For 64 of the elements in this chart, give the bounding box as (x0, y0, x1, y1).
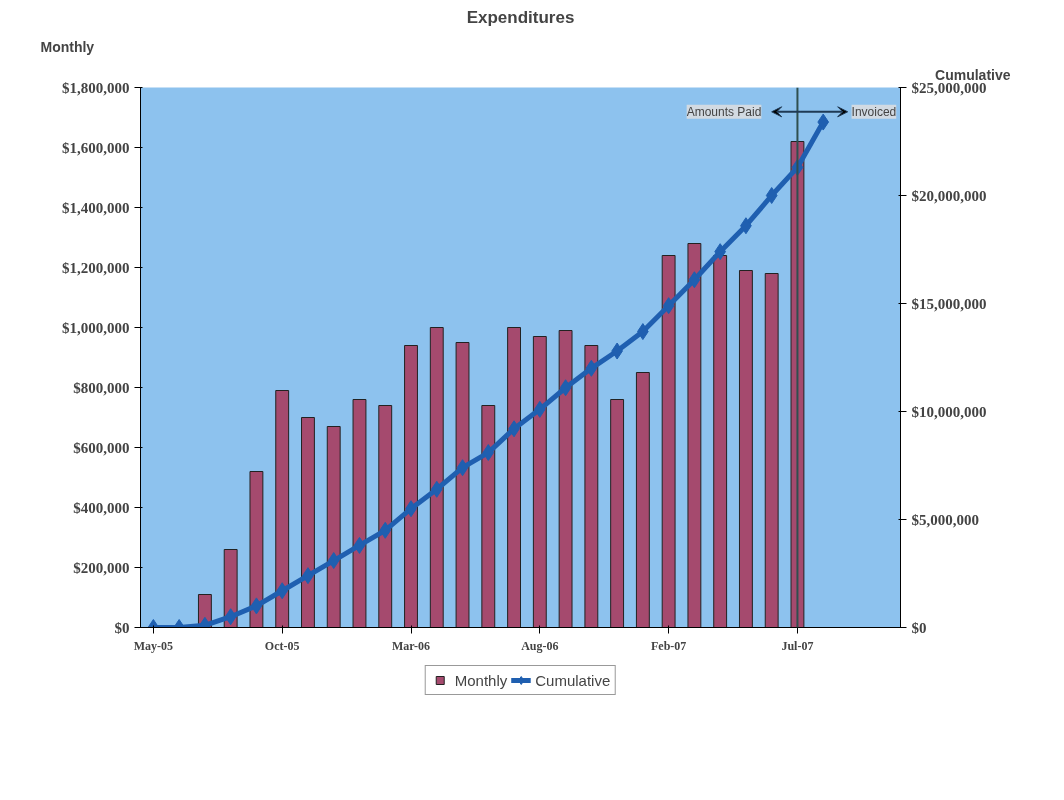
point (765, 187, 778, 204)
point (276, 582, 289, 600)
y2-tick-label: $0 (911, 619, 927, 636)
y-tick-label: $1,400,000 (62, 199, 130, 216)
legend-label: Monthly (454, 671, 508, 689)
point (224, 608, 237, 626)
point (379, 521, 392, 539)
x-tick-label: Feb-07 (650, 638, 687, 653)
chart-title: Expenditures (466, 7, 575, 27)
bar (687, 243, 702, 628)
y2-tick-label: $20,000,000 (911, 187, 987, 204)
bar (713, 255, 728, 628)
bar (249, 471, 264, 628)
bar (455, 342, 470, 628)
y-tick-label: $1,200,000 (62, 259, 130, 276)
x-tick-label: Aug-06 (521, 638, 559, 653)
y-tick-label: $200,000 (73, 559, 130, 576)
point (533, 400, 546, 418)
point (817, 113, 830, 131)
y-tick-label: $0 (114, 619, 130, 636)
x-tick-label: Mar-06 (391, 638, 431, 653)
y2-tick-label: $10,000,000 (911, 403, 987, 420)
bar (764, 273, 779, 628)
y-axis-title: Monthly (40, 38, 95, 55)
x-tick-label: May-05 (133, 638, 174, 653)
bar (378, 405, 393, 628)
bar (610, 399, 625, 628)
y-tick-label: $800,000 (73, 379, 130, 396)
annotation: Amounts Paid (686, 104, 762, 119)
y2-tick-label: $5,000,000 (911, 511, 979, 528)
point (585, 359, 598, 377)
bar (301, 417, 315, 628)
bar (635, 372, 650, 628)
point (456, 459, 469, 477)
y-tick-label: $600,000 (73, 439, 130, 456)
point (430, 480, 443, 498)
x-tick-label: Jul-07 (781, 638, 814, 653)
y-tick-label: $1,000,000 (62, 319, 130, 336)
bar (481, 405, 496, 628)
bar (275, 390, 290, 628)
point (559, 379, 572, 397)
bar (584, 345, 599, 628)
point (353, 536, 366, 554)
y-tick-label: $400,000 (73, 499, 130, 516)
bar (532, 336, 547, 628)
bar (661, 255, 676, 628)
legend-label: Cumulative (535, 671, 611, 689)
y-tick-label: $1,600,000 (62, 139, 130, 156)
point (327, 552, 340, 570)
bar (326, 426, 341, 628)
text: Invoiced (851, 104, 897, 119)
bar (352, 399, 367, 628)
x-tick-label: Oct-05 (264, 638, 300, 653)
point (482, 444, 495, 462)
bar (738, 270, 753, 628)
y-tick-label: $1,800,000 (62, 79, 130, 96)
bar (429, 327, 444, 628)
bar (558, 330, 573, 628)
point (688, 271, 701, 289)
y2-tick-label: $15,000,000 (911, 295, 987, 312)
bar (507, 327, 521, 628)
bar (404, 345, 418, 628)
point (662, 297, 675, 315)
point (250, 597, 263, 615)
